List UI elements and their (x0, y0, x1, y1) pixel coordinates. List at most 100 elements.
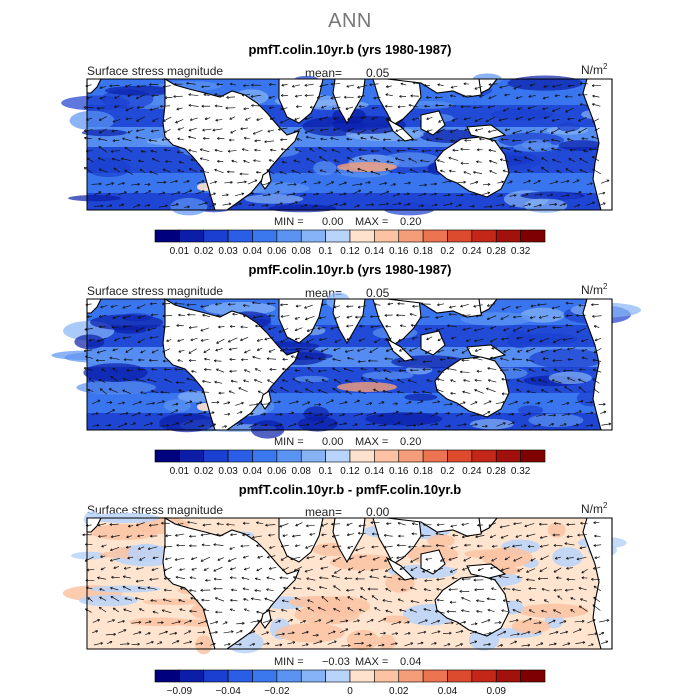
colorbar-swatch (276, 449, 302, 463)
panel-1-map (61, 73, 613, 216)
panel-2-min-value: 0.00 (322, 436, 344, 448)
colorbar-swatch (398, 669, 424, 683)
panel-2-max-value: 0.20 (400, 436, 422, 448)
colorbar-tick-label: 0.02 (194, 246, 214, 257)
colorbar-swatch (374, 229, 400, 243)
colorbar-swatch (398, 229, 424, 243)
colorbar-swatch (520, 229, 546, 243)
colorbar-tick-label: 0.24 (462, 246, 482, 257)
colorbar-swatch (179, 229, 205, 243)
colorbar-swatch (203, 449, 229, 463)
panel-1-min-value: 0.00 (322, 216, 344, 228)
colorbar-swatch (325, 449, 351, 463)
panel-1-mean-label: mean= (305, 66, 343, 80)
colorbar-tick-label: 0.18 (413, 246, 433, 257)
colorbar-tick-label: 0.02 (194, 466, 214, 477)
colorbar-tick-label: 0.01 (170, 466, 190, 477)
panel-3-colorbar: −0.09 −0.04 −0.02 0 0.02 0.04 0.09 (154, 669, 546, 697)
panel-1-max-value: 0.20 (400, 216, 422, 228)
colorbar-swatch (300, 669, 326, 683)
panel-3-mean-value: 0.00 (366, 505, 390, 519)
colorbar-tick-label: 0.16 (389, 246, 409, 257)
colorbar-tick-label: 0.04 (438, 686, 458, 697)
colorbar-tick-label: 0.06 (267, 466, 287, 477)
colorbar-tick-label: 0.18 (413, 466, 433, 477)
panel-3-units: N/m2 (581, 501, 608, 516)
panel-2-colorbar: 0.01 0.02 0.03 0.04 0.06 0.08 0.1 0.12 0.14 0.16 0… (154, 449, 546, 477)
colorbar-tick-label: 0.2 (441, 466, 455, 477)
panel-1-variable-label: Surface stress magnitude (87, 64, 224, 78)
colorbar-tick-label: 0.12 (340, 466, 360, 477)
colorbar-swatch (374, 449, 400, 463)
colorbar-swatch (447, 669, 473, 683)
colorbar-tick-label: −0.02 (264, 686, 290, 697)
panel-2-variable-label: Surface stress magnitude (87, 284, 224, 298)
colorbar-swatch (300, 449, 326, 463)
colorbar-swatch (154, 449, 180, 463)
colorbar-tick-label: 0.03 (218, 246, 238, 257)
colorbar-swatch (471, 449, 497, 463)
panel-1-units: N/m2 (581, 62, 608, 77)
panel-3-min-value: −0.03 (322, 656, 350, 668)
colorbar-tick-label: 0.09 (487, 686, 507, 697)
colorbar-swatch (179, 669, 205, 683)
colorbar-swatch (495, 669, 521, 683)
colorbar-swatch (422, 449, 448, 463)
panel-3-max-label: MAX = (355, 656, 389, 668)
colorbar-swatch (179, 449, 205, 463)
panel-1-colorbar: 0.01 0.02 0.03 0.04 0.06 0.08 0.1 0.12 0.14 0.16 0… (154, 229, 546, 257)
colorbar-swatch (520, 669, 546, 683)
colorbar-tick-label: −0.04 (215, 686, 241, 697)
colorbar-swatch (227, 449, 253, 463)
colorbar-tick-label: 0.1 (319, 246, 333, 257)
colorbar-swatch (276, 229, 302, 243)
colorbar-swatch (300, 229, 326, 243)
colorbar-tick-label: 0.24 (462, 466, 482, 477)
colorbar-swatch (276, 669, 302, 683)
colorbar-tick-label: 0.04 (243, 466, 263, 477)
colorbar-swatch (471, 229, 497, 243)
panel-2-units: N/m2 (581, 282, 608, 297)
colorbar-tick-label: 0.28 (487, 466, 507, 477)
colorbar-swatch (422, 229, 448, 243)
colorbar-swatch (422, 669, 448, 683)
colorbar-swatch (447, 449, 473, 463)
colorbar-swatch (252, 229, 278, 243)
colorbar-tick-label: 0.12 (340, 246, 360, 257)
panel-3-max-value: 0.04 (400, 656, 422, 668)
colorbar-tick-label: 0 (347, 686, 353, 697)
colorbar-swatch (154, 229, 180, 243)
colorbar-swatch (325, 229, 351, 243)
colorbar-tick-label: 0.1 (319, 466, 333, 477)
panel-2-map (51, 292, 641, 439)
colorbar-swatch (252, 449, 278, 463)
panel-3-map (62, 511, 627, 655)
colorbar-tick-label: 0.04 (243, 246, 263, 257)
panel-1-mean-value: 0.05 (366, 66, 390, 80)
panel-2-mean-value: 0.05 (366, 286, 390, 300)
colorbar-tick-label: 0.02 (389, 686, 409, 697)
colorbar-swatch (398, 449, 424, 463)
colorbar-swatch (227, 229, 253, 243)
colorbar-swatch (495, 449, 521, 463)
colorbar-swatch (349, 669, 375, 683)
colorbar-tick-label: 0.16 (389, 466, 409, 477)
panel-3-min-label: MIN = (274, 656, 304, 668)
colorbar-swatch (349, 449, 375, 463)
panel-1-title: pmfT.colin.10yr.b (yrs 1980-1987) (248, 42, 452, 57)
panel-3-mean-label: mean= (305, 505, 343, 519)
colorbar-tick-label: 0.32 (511, 466, 531, 477)
panel-2-min-label: MIN = (274, 436, 304, 448)
colorbar-tick-label: 0.08 (292, 466, 312, 477)
colorbar-tick-label: 0.08 (292, 246, 312, 257)
figure-title: ANN (328, 10, 372, 32)
panel-1-min-label: MIN = (274, 216, 304, 228)
panel-3-title: pmfT.colin.10yr.b - pmfF.colin.10yr.b (238, 482, 462, 497)
colorbar-tick-label: 0.28 (487, 246, 507, 257)
colorbar-swatch (203, 229, 229, 243)
colorbar-swatch (447, 229, 473, 243)
colorbar-tick-label: 0.06 (267, 246, 287, 257)
colorbar-tick-label: 0.01 (170, 246, 190, 257)
colorbar-swatch (374, 669, 400, 683)
colorbar-swatch (349, 229, 375, 243)
